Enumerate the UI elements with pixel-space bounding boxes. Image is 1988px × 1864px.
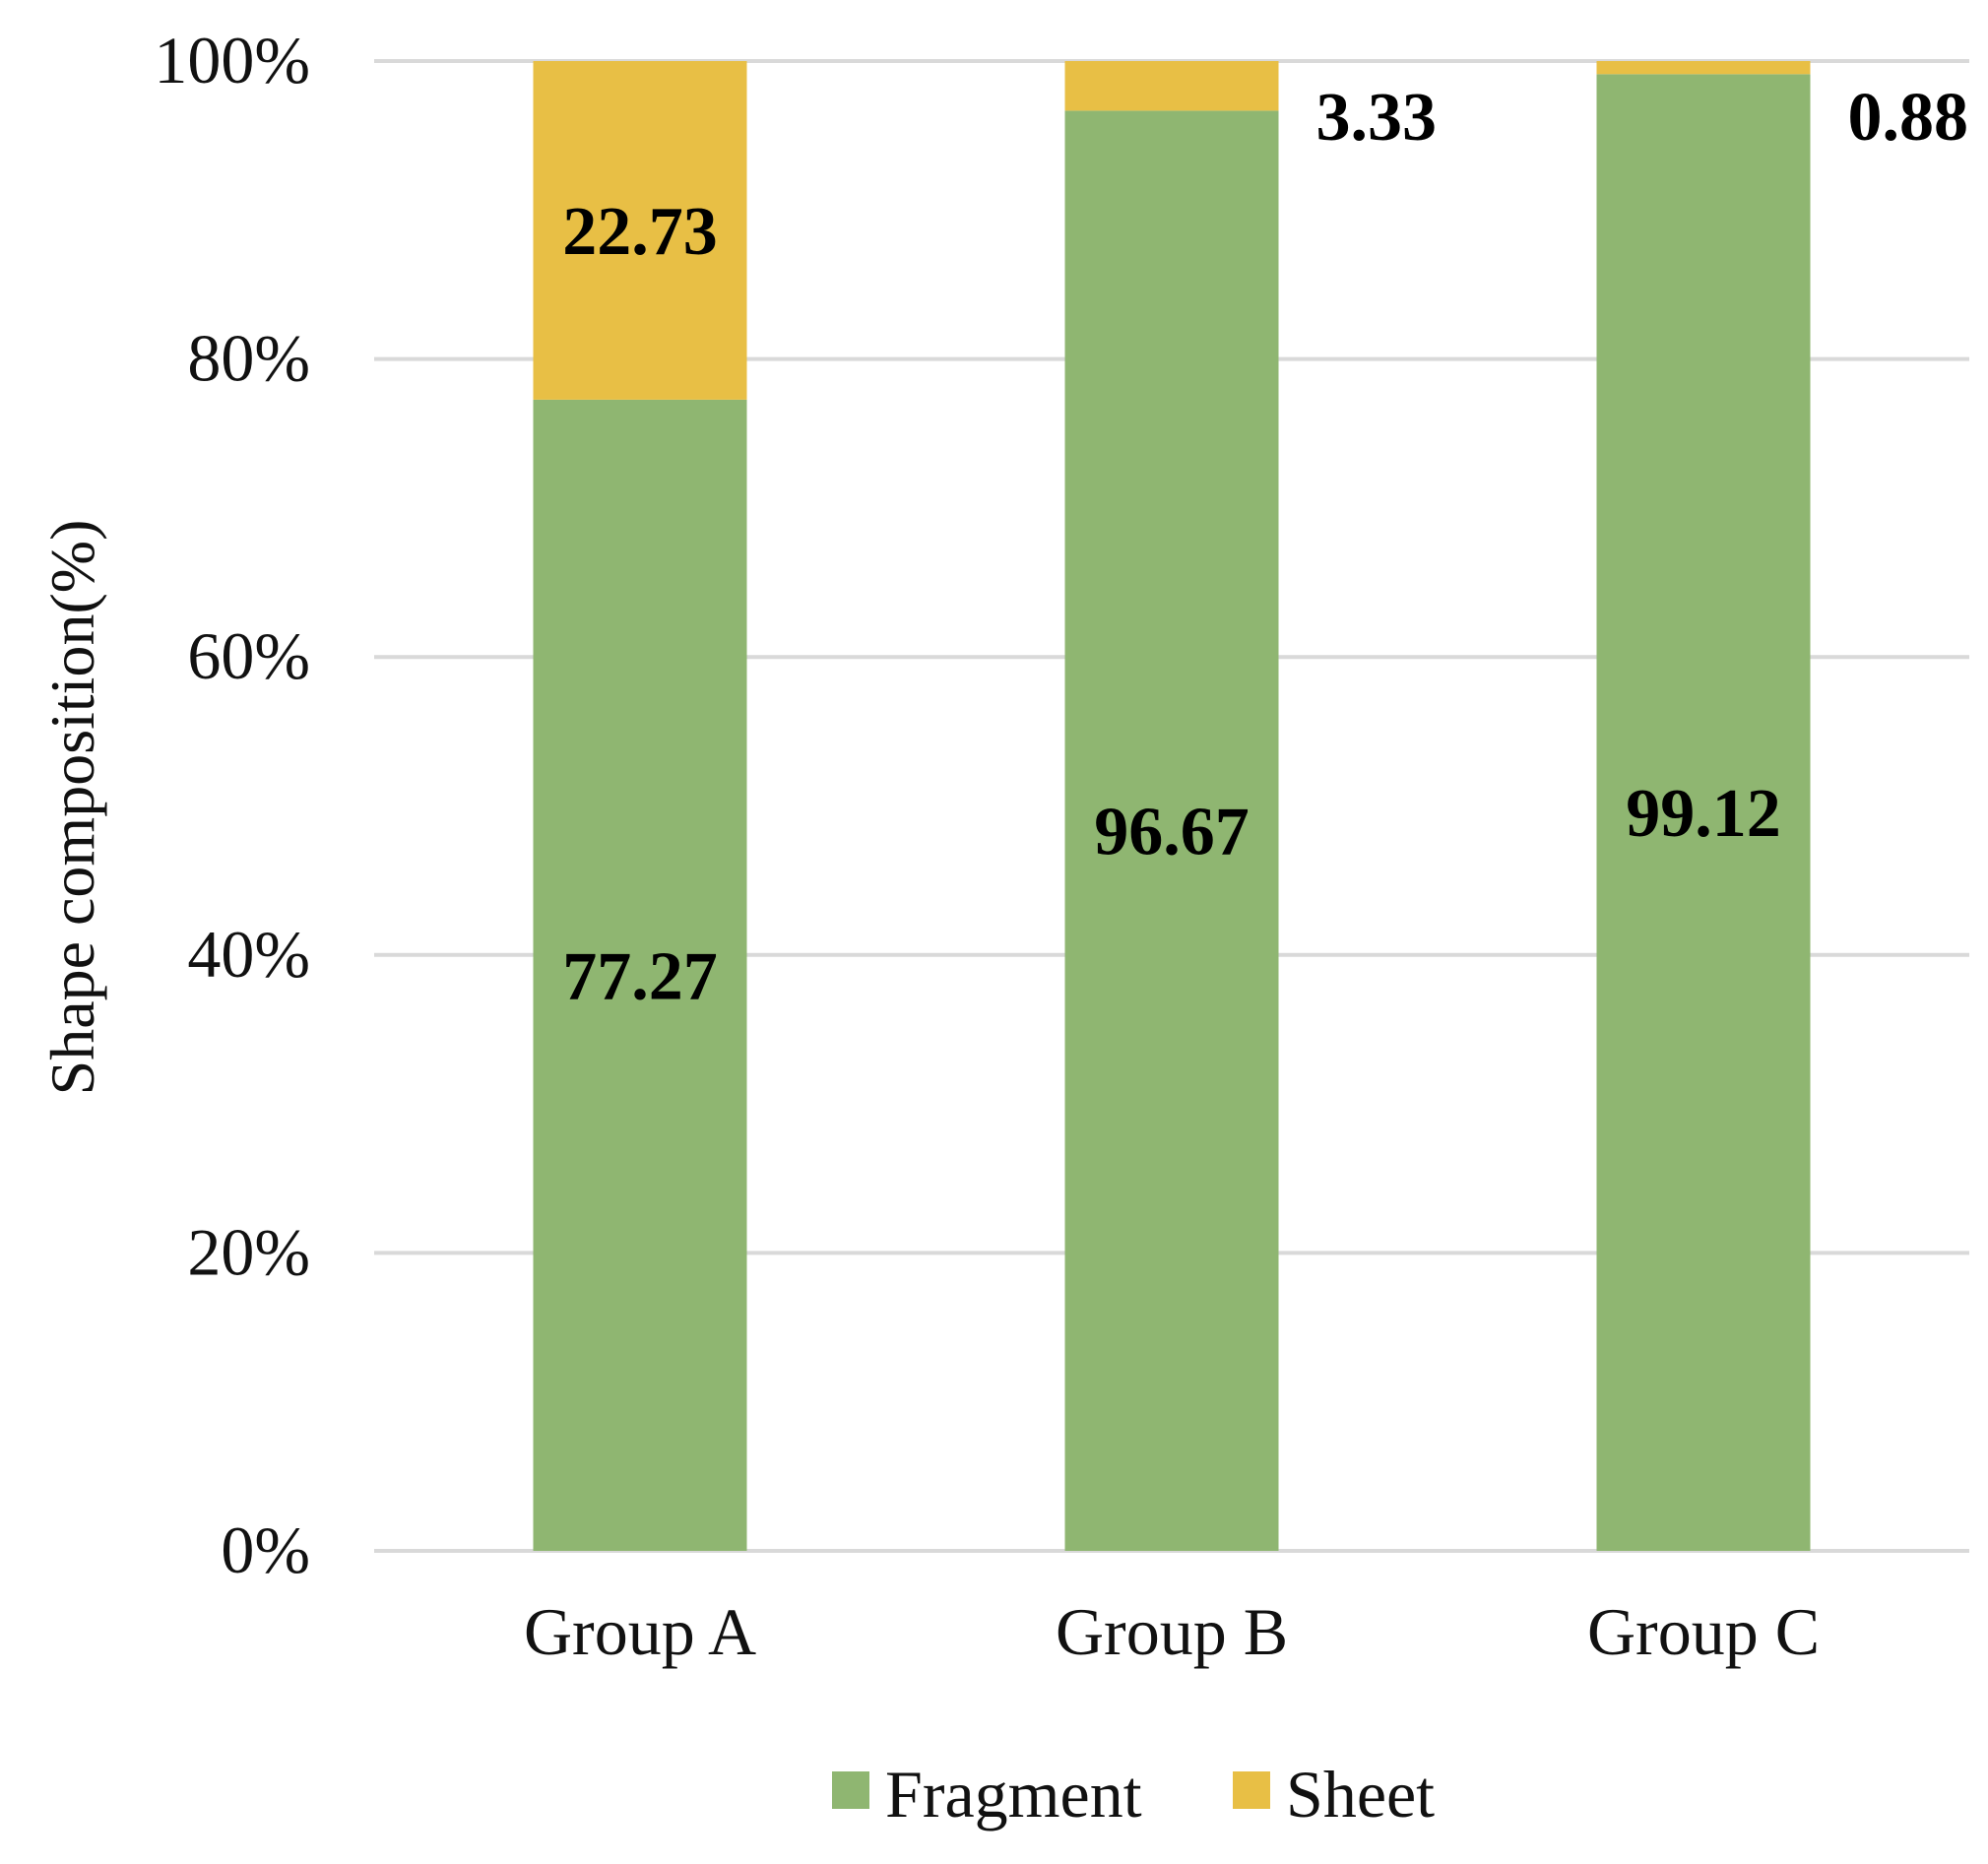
y-tick-label-100: 100%: [154, 23, 310, 97]
bar-sheet-group-a: [533, 61, 747, 400]
bar-fragment-group-c: [1596, 74, 1811, 1551]
y-tick-label-60: 60%: [187, 618, 310, 693]
x-category-label-group-b: Group B: [1056, 1594, 1288, 1669]
bar-fragment-group-a: [533, 399, 747, 1551]
data-labels: 77.27 22.73 96.67 3.33 99.12 0.88: [562, 80, 1968, 1014]
data-label-fragment-group-b: 96.67: [1094, 795, 1250, 870]
data-label-sheet-group-c: 0.88: [1848, 80, 1969, 156]
bar-sheet-group-b: [1064, 61, 1279, 111]
y-tick-label-40: 40%: [187, 917, 310, 992]
y-axis-title: Shape composition(%): [37, 520, 107, 1096]
legend-swatch-fragment: [832, 1771, 869, 1809]
data-label-fragment-group-c: 99.12: [1626, 776, 1781, 852]
legend: Fragment Sheet: [832, 1757, 1435, 1832]
bar-sheet-group-c: [1596, 61, 1811, 75]
legend-label-fragment: Fragment: [885, 1757, 1142, 1832]
bar-fragment-group-b: [1064, 110, 1279, 1551]
bars: [533, 61, 1811, 1551]
data-label-fragment-group-a: 77.27: [562, 938, 718, 1014]
legend-label-sheet: Sheet: [1286, 1757, 1435, 1832]
legend-swatch-sheet: [1233, 1771, 1270, 1809]
x-category-label-group-c: Group C: [1587, 1594, 1820, 1669]
x-axis-categories: Group A Group B Group C: [524, 1594, 1820, 1669]
data-label-sheet-group-a: 22.73: [562, 194, 718, 270]
y-axis-ticks: 0% 20% 40% 60% 80% 100%: [154, 23, 310, 1587]
y-tick-label-80: 80%: [187, 321, 310, 396]
data-label-sheet-group-b: 3.33: [1316, 80, 1438, 156]
y-tick-label-20: 20%: [187, 1214, 310, 1289]
x-category-label-group-a: Group A: [524, 1594, 756, 1669]
y-tick-label-0: 0%: [221, 1512, 310, 1587]
